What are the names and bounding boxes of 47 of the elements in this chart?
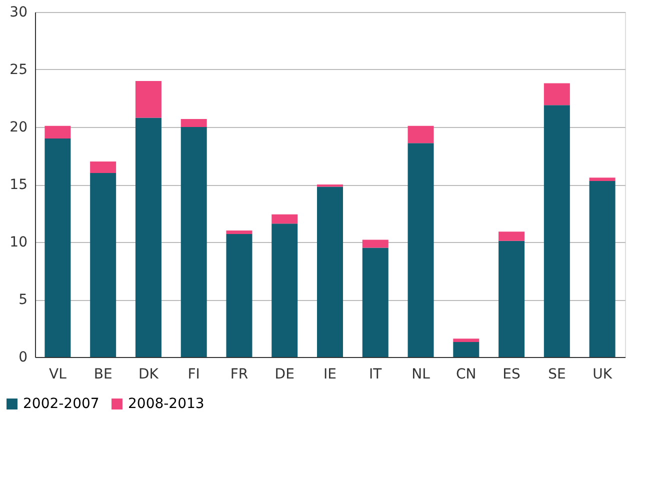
y-tick-label: 15 bbox=[10, 177, 28, 193]
bar bbox=[180, 118, 207, 127]
y-tick-label: 25 bbox=[10, 62, 28, 78]
x-tick-label: IT bbox=[369, 366, 382, 382]
bar bbox=[226, 234, 252, 357]
x-tick-label: ES bbox=[502, 366, 521, 382]
y-tick-label: 20 bbox=[10, 120, 28, 136]
bar bbox=[317, 186, 343, 357]
bar bbox=[226, 230, 252, 234]
x-tick-label: UK bbox=[592, 366, 613, 382]
x-tick-label: DK bbox=[138, 366, 160, 382]
bar bbox=[90, 162, 116, 173]
x-tick-label: CN bbox=[456, 366, 476, 382]
bar bbox=[498, 232, 525, 241]
bar bbox=[362, 248, 388, 357]
bar bbox=[589, 178, 616, 182]
bar bbox=[44, 126, 71, 138]
bar bbox=[453, 342, 480, 357]
legend-label: 2008-2013 bbox=[128, 396, 204, 412]
bar bbox=[408, 143, 434, 357]
bar bbox=[180, 127, 207, 357]
legend-label: 2002-2007 bbox=[23, 396, 100, 412]
x-tick-label: SE bbox=[548, 366, 566, 382]
bar bbox=[589, 181, 616, 357]
bar bbox=[453, 338, 480, 342]
x-tick-label: FR bbox=[230, 366, 248, 382]
x-tick-label: DE bbox=[274, 366, 294, 382]
y-tick-label: 30 bbox=[10, 4, 28, 20]
x-tick-label: BE bbox=[94, 366, 112, 382]
y-tick-label: 10 bbox=[10, 234, 28, 250]
x-tick-label: FI bbox=[188, 366, 200, 382]
bar bbox=[44, 138, 71, 357]
bar bbox=[408, 126, 434, 144]
y-tick-label: 5 bbox=[18, 292, 28, 308]
y-tick-label: 0 bbox=[18, 350, 28, 366]
x-tick-label: NL bbox=[412, 366, 430, 382]
x-tick-label: VL bbox=[48, 366, 67, 382]
bar bbox=[498, 240, 525, 357]
bar bbox=[544, 105, 570, 357]
bar bbox=[272, 224, 298, 357]
bar bbox=[90, 173, 116, 357]
bar bbox=[135, 118, 162, 357]
bar bbox=[544, 83, 570, 106]
bar bbox=[135, 81, 162, 118]
bar bbox=[362, 240, 388, 248]
x-tick-label: IE bbox=[324, 366, 336, 382]
bar bbox=[272, 214, 298, 224]
